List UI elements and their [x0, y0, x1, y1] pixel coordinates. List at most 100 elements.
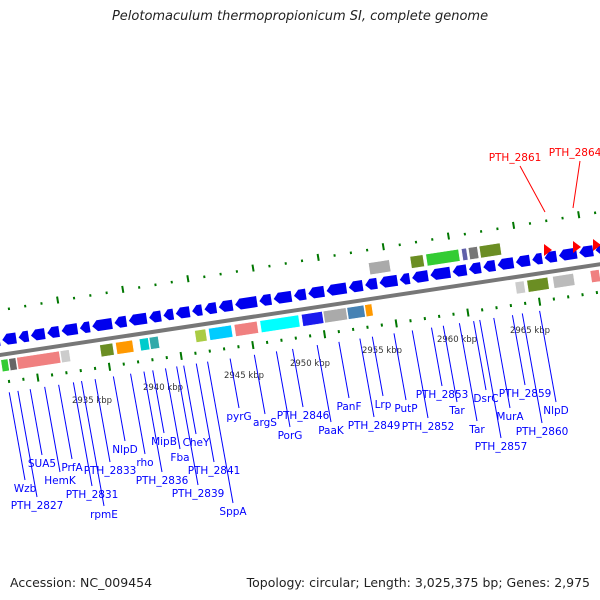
gene-arrow[interactable] — [163, 308, 175, 321]
gene-arrow[interactable] — [452, 264, 468, 277]
gene-label[interactable]: PaaK — [318, 425, 345, 437]
gene-feature[interactable] — [364, 303, 374, 318]
gene-feature[interactable] — [59, 349, 72, 364]
gene-feature[interactable] — [346, 304, 366, 320]
gene-arrow[interactable] — [326, 282, 348, 297]
gene-feature[interactable] — [322, 307, 348, 324]
gene-arrow[interactable] — [273, 290, 293, 305]
gene-arrow[interactable] — [531, 252, 543, 265]
gene-arrow[interactable] — [18, 330, 30, 343]
gene-arrow[interactable] — [114, 315, 128, 329]
gene-feature[interactable] — [99, 342, 115, 358]
gene-label[interactable]: MurA — [496, 411, 524, 423]
gene-label[interactable]: PTH_2857 — [475, 441, 528, 453]
gene-arrow[interactable] — [148, 310, 162, 324]
gene-arrow[interactable] — [558, 247, 578, 262]
gene-label[interactable]: Wzb — [14, 483, 37, 495]
gene-feature[interactable] — [467, 246, 480, 260]
gene-feature[interactable] — [138, 337, 151, 352]
gene-arrow[interactable] — [259, 293, 273, 307]
gene-arrow[interactable] — [307, 285, 325, 299]
gene-feature[interactable] — [478, 242, 502, 259]
gene-label[interactable]: NlpD — [112, 444, 138, 456]
gene-feature[interactable] — [589, 269, 600, 283]
gene-arrow[interactable] — [411, 270, 429, 283]
gene-arrow[interactable] — [218, 299, 234, 313]
gene-label[interactable]: PTH_2833 — [84, 465, 137, 477]
gene-label[interactable]: Lrp — [375, 399, 392, 411]
gene-arrow[interactable] — [0, 334, 1, 348]
gene-label[interactable]: PTH_2831 — [66, 489, 119, 501]
gene-label[interactable]: Tar — [468, 424, 485, 436]
gene-label[interactable]: Tar — [448, 405, 465, 417]
gene-label[interactable]: PTH_2827 — [11, 500, 64, 512]
gene-label[interactable]: DsrC — [473, 393, 498, 405]
gene-label[interactable]: PTH_2839 — [172, 488, 225, 500]
gene-label[interactable]: PTH_2852 — [402, 421, 455, 433]
gene-label[interactable]: PTH_2841 — [188, 465, 241, 477]
gene-label[interactable]: PrfA — [61, 462, 83, 474]
highlight-gene-arrow[interactable] — [593, 239, 600, 251]
gene-label[interactable]: HemK — [44, 475, 77, 487]
gene-label[interactable]: PutP — [394, 403, 417, 415]
gene-feature[interactable] — [0, 358, 10, 373]
highlight-gene-label[interactable]: PTH_2861 — [489, 152, 542, 164]
gene-feature[interactable] — [148, 335, 161, 350]
gene-label[interactable]: argS — [253, 417, 277, 429]
gene-label[interactable]: pyrG — [226, 411, 251, 423]
gene-arrow[interactable] — [348, 280, 364, 293]
gene-arrow[interactable] — [497, 257, 515, 270]
gene-label[interactable]: PTH_2836 — [136, 475, 189, 487]
gene-arrow[interactable] — [128, 312, 148, 327]
gene-label[interactable]: rho — [136, 457, 153, 469]
gene-arrow[interactable] — [293, 288, 307, 302]
gene-arrow[interactable] — [91, 317, 113, 332]
gene-label[interactable]: PTH_2859 — [499, 388, 552, 400]
gene-feature[interactable] — [514, 280, 526, 295]
gene-arrow[interactable] — [515, 254, 531, 268]
gene-feature[interactable] — [409, 254, 425, 269]
gene-arrow[interactable] — [379, 274, 399, 289]
gene-label[interactable]: PTH_2849 — [348, 420, 401, 432]
gene-feature[interactable] — [526, 276, 550, 293]
gene-label[interactable]: MipB — [151, 436, 177, 448]
gene-feature[interactable] — [552, 273, 576, 289]
gene-feature[interactable] — [301, 311, 325, 327]
gene-feature[interactable] — [16, 350, 62, 370]
gene-arrow[interactable] — [234, 296, 258, 310]
gene-label[interactable]: PorG — [278, 430, 303, 442]
gene-arrow[interactable] — [430, 266, 452, 281]
gene-arrow[interactable] — [191, 304, 203, 316]
gene-feature[interactable] — [425, 248, 461, 267]
gene-arrow[interactable] — [79, 321, 91, 333]
gene-label[interactable]: PTH_2846 — [277, 410, 330, 422]
gene-label[interactable]: CheY — [183, 437, 210, 449]
gene-feature[interactable] — [208, 324, 234, 341]
gene-arrow[interactable] — [175, 306, 191, 319]
gene-label[interactable]: NlpD — [543, 405, 569, 417]
gene-label[interactable]: PTH_2860 — [516, 426, 569, 438]
gene-arrow[interactable] — [364, 277, 378, 291]
gene-arrow[interactable] — [30, 328, 46, 341]
gene-arrow[interactable] — [204, 302, 218, 315]
gene-label[interactable]: SUA5 — [28, 458, 56, 470]
gene-arrow[interactable] — [61, 323, 79, 336]
gene-feature[interactable] — [461, 247, 469, 261]
gene-arrow[interactable] — [468, 262, 482, 275]
gene-arrow[interactable] — [1, 332, 17, 345]
gene-arrow[interactable] — [46, 325, 60, 339]
gene-arrow[interactable] — [482, 260, 496, 273]
gene-feature[interactable] — [194, 328, 208, 343]
gene-feature[interactable] — [115, 339, 135, 355]
gene-arrow[interactable] — [544, 250, 558, 264]
gene-feature[interactable] — [368, 259, 392, 276]
gene-label[interactable]: rpmE — [90, 509, 118, 521]
gene-label[interactable]: Fba — [170, 452, 189, 464]
gene-arrow[interactable] — [578, 245, 594, 258]
highlight-gene-arrow[interactable] — [573, 241, 581, 253]
gene-arrow[interactable] — [399, 272, 411, 285]
highlight-gene-arrow[interactable] — [544, 244, 552, 256]
gene-feature[interactable] — [259, 314, 301, 333]
gene-feature[interactable] — [8, 357, 18, 371]
